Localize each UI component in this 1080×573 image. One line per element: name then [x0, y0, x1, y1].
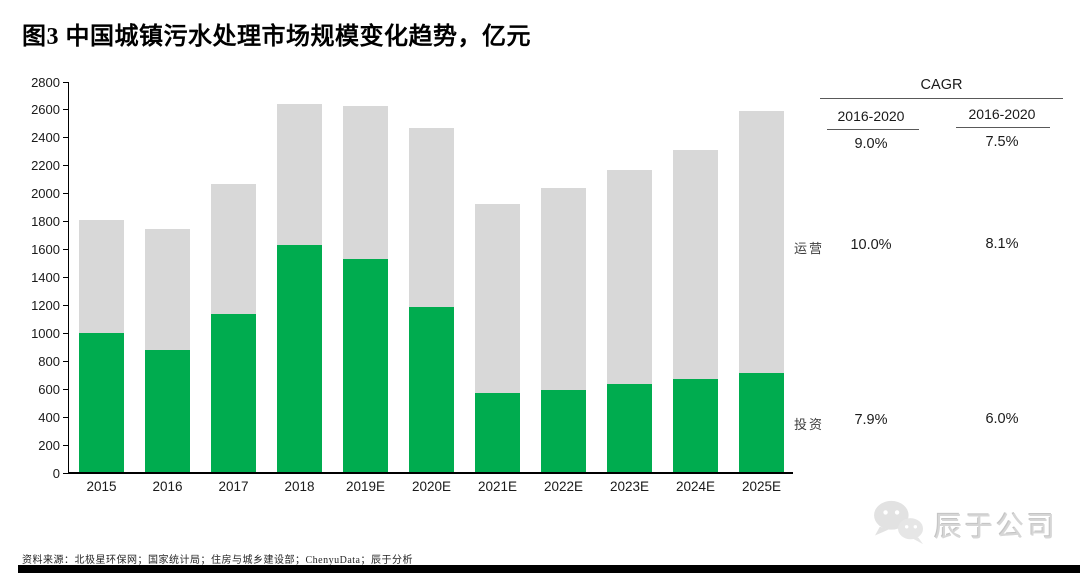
- x-tick-label-2025E: 2025E: [741, 479, 782, 494]
- y-tick-label: 400: [38, 409, 60, 425]
- cagr-total-2: 7.5%: [985, 134, 1019, 150]
- y-tick-label: 200: [38, 437, 60, 453]
- cagr-table-title: CAGR: [920, 77, 963, 93]
- bar-segment-investment-2017: [211, 313, 256, 473]
- row-label-investment: 投资: [794, 417, 825, 432]
- x-tick-label-2017: 2017: [218, 479, 249, 494]
- y-tick-2400: [63, 137, 68, 139]
- cagr-col-header-2: 2016-2020: [968, 106, 1036, 122]
- y-tick-label: 1200: [31, 297, 60, 313]
- y-tick-label: 2800: [31, 74, 60, 90]
- y-tick-200: [63, 444, 68, 446]
- y-tick-label: 1600: [31, 242, 60, 258]
- bar-segment-investment-2022E: [541, 389, 586, 473]
- x-axis-line: [68, 472, 793, 474]
- bar-segment-operation-2020E: [409, 128, 454, 307]
- y-tick-label: 1400: [31, 270, 60, 285]
- y-tick-label: 1000: [31, 325, 60, 341]
- y-tick-label: 800: [38, 353, 60, 369]
- x-tick-label-2022E: 2022E: [543, 479, 584, 494]
- footer-divider-bar: [18, 565, 1080, 573]
- bar-segment-operation-2024E: [673, 150, 718, 380]
- cagr-total-1: 9.0%: [854, 136, 888, 152]
- x-tick-label-2015: 2015: [86, 479, 117, 494]
- bar-segment-operation-2022E: [541, 188, 586, 390]
- bar-segment-investment-2023E: [607, 384, 652, 473]
- cagr-operation-2: 8.1%: [985, 236, 1019, 252]
- y-tick-2000: [63, 193, 68, 195]
- bar-segment-investment-2020E: [409, 306, 454, 473]
- chart-title: 图3 中国城镇污水处理市场规模变化趋势，亿元: [22, 24, 531, 50]
- cagr-col-2-rule: [956, 127, 1050, 128]
- y-tick-1400: [63, 277, 68, 278]
- plot-area: [68, 82, 792, 473]
- y-tick-400: [63, 416, 68, 418]
- y-tick-1000: [63, 332, 68, 334]
- y-tick-label: 0: [52, 465, 60, 481]
- y-tick-1600: [63, 249, 68, 251]
- bar-segment-operation-2016: [145, 228, 190, 351]
- y-tick-label: 600: [38, 381, 60, 397]
- y-tick-800: [63, 360, 68, 362]
- x-tick-label-2019E: 2019E: [345, 479, 386, 494]
- bar-segment-investment-2019E: [343, 259, 388, 473]
- cagr-investment-1: 7.9%: [854, 412, 888, 428]
- y-tick-600: [63, 388, 68, 390]
- y-tick-1200: [63, 304, 68, 306]
- source-note: 资料来源：北极星环保网；国家统计局；住房与城乡建设部；ChenyuData；辰于…: [22, 555, 413, 566]
- bar-segment-operation-2023E: [607, 169, 652, 385]
- bar-segment-investment-2024E: [673, 379, 718, 473]
- company-watermark: 辰于公司: [870, 498, 1058, 551]
- bar-segment-operation-2018: [277, 104, 322, 246]
- bar-segment-investment-2025E: [739, 373, 784, 473]
- y-tick-0: [63, 472, 68, 474]
- x-tick-label-2018: 2018: [284, 479, 315, 494]
- bar-segment-operation-2025E: [739, 111, 784, 374]
- bar-segment-operation-2015: [79, 220, 124, 334]
- bar-segment-investment-2021E: [475, 393, 520, 473]
- y-tick-2600: [63, 109, 68, 111]
- x-tick-label-2020E: 2020E: [411, 479, 452, 494]
- y-axis-line: [68, 82, 69, 473]
- x-tick-label-2016: 2016: [152, 479, 183, 494]
- bar-segment-operation-2017: [211, 183, 256, 314]
- cagr-table-top-rule: [820, 98, 1063, 99]
- x-tick-label-2024E: 2024E: [675, 479, 716, 494]
- y-tick-label: 2600: [31, 102, 60, 118]
- cagr-investment-2: 6.0%: [985, 411, 1019, 427]
- y-tick-label: 1800: [31, 214, 60, 230]
- bar-segment-investment-2018: [277, 245, 322, 473]
- y-tick-label: 2400: [31, 130, 60, 146]
- x-tick-label-2021E: 2021E: [477, 479, 518, 494]
- bar-segment-investment-2015: [79, 333, 124, 473]
- cagr-operation-1: 10.0%: [850, 237, 892, 253]
- watermark-text: 辰于公司: [933, 510, 1058, 542]
- y-tick-2800: [63, 81, 68, 83]
- x-tick-label-2023E: 2023E: [609, 479, 650, 494]
- y-tick-2200: [63, 165, 68, 167]
- y-tick-label: 2000: [31, 186, 60, 202]
- row-label-operation: 运营: [794, 241, 825, 256]
- chat-bubbles-icon: [870, 498, 928, 551]
- bar-segment-investment-2016: [145, 350, 190, 473]
- y-tick-1800: [63, 221, 68, 223]
- bar-segment-operation-2019E: [343, 105, 388, 260]
- y-tick-label: 2200: [31, 158, 60, 174]
- cagr-col-header-1: 2016-2020: [837, 108, 905, 124]
- bar-segment-operation-2021E: [475, 203, 520, 394]
- cagr-col-1-rule: [827, 129, 919, 130]
